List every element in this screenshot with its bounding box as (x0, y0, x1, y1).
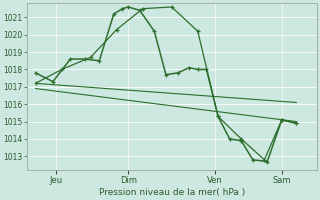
X-axis label: Pression niveau de la mer( hPa ): Pression niveau de la mer( hPa ) (99, 188, 245, 197)
